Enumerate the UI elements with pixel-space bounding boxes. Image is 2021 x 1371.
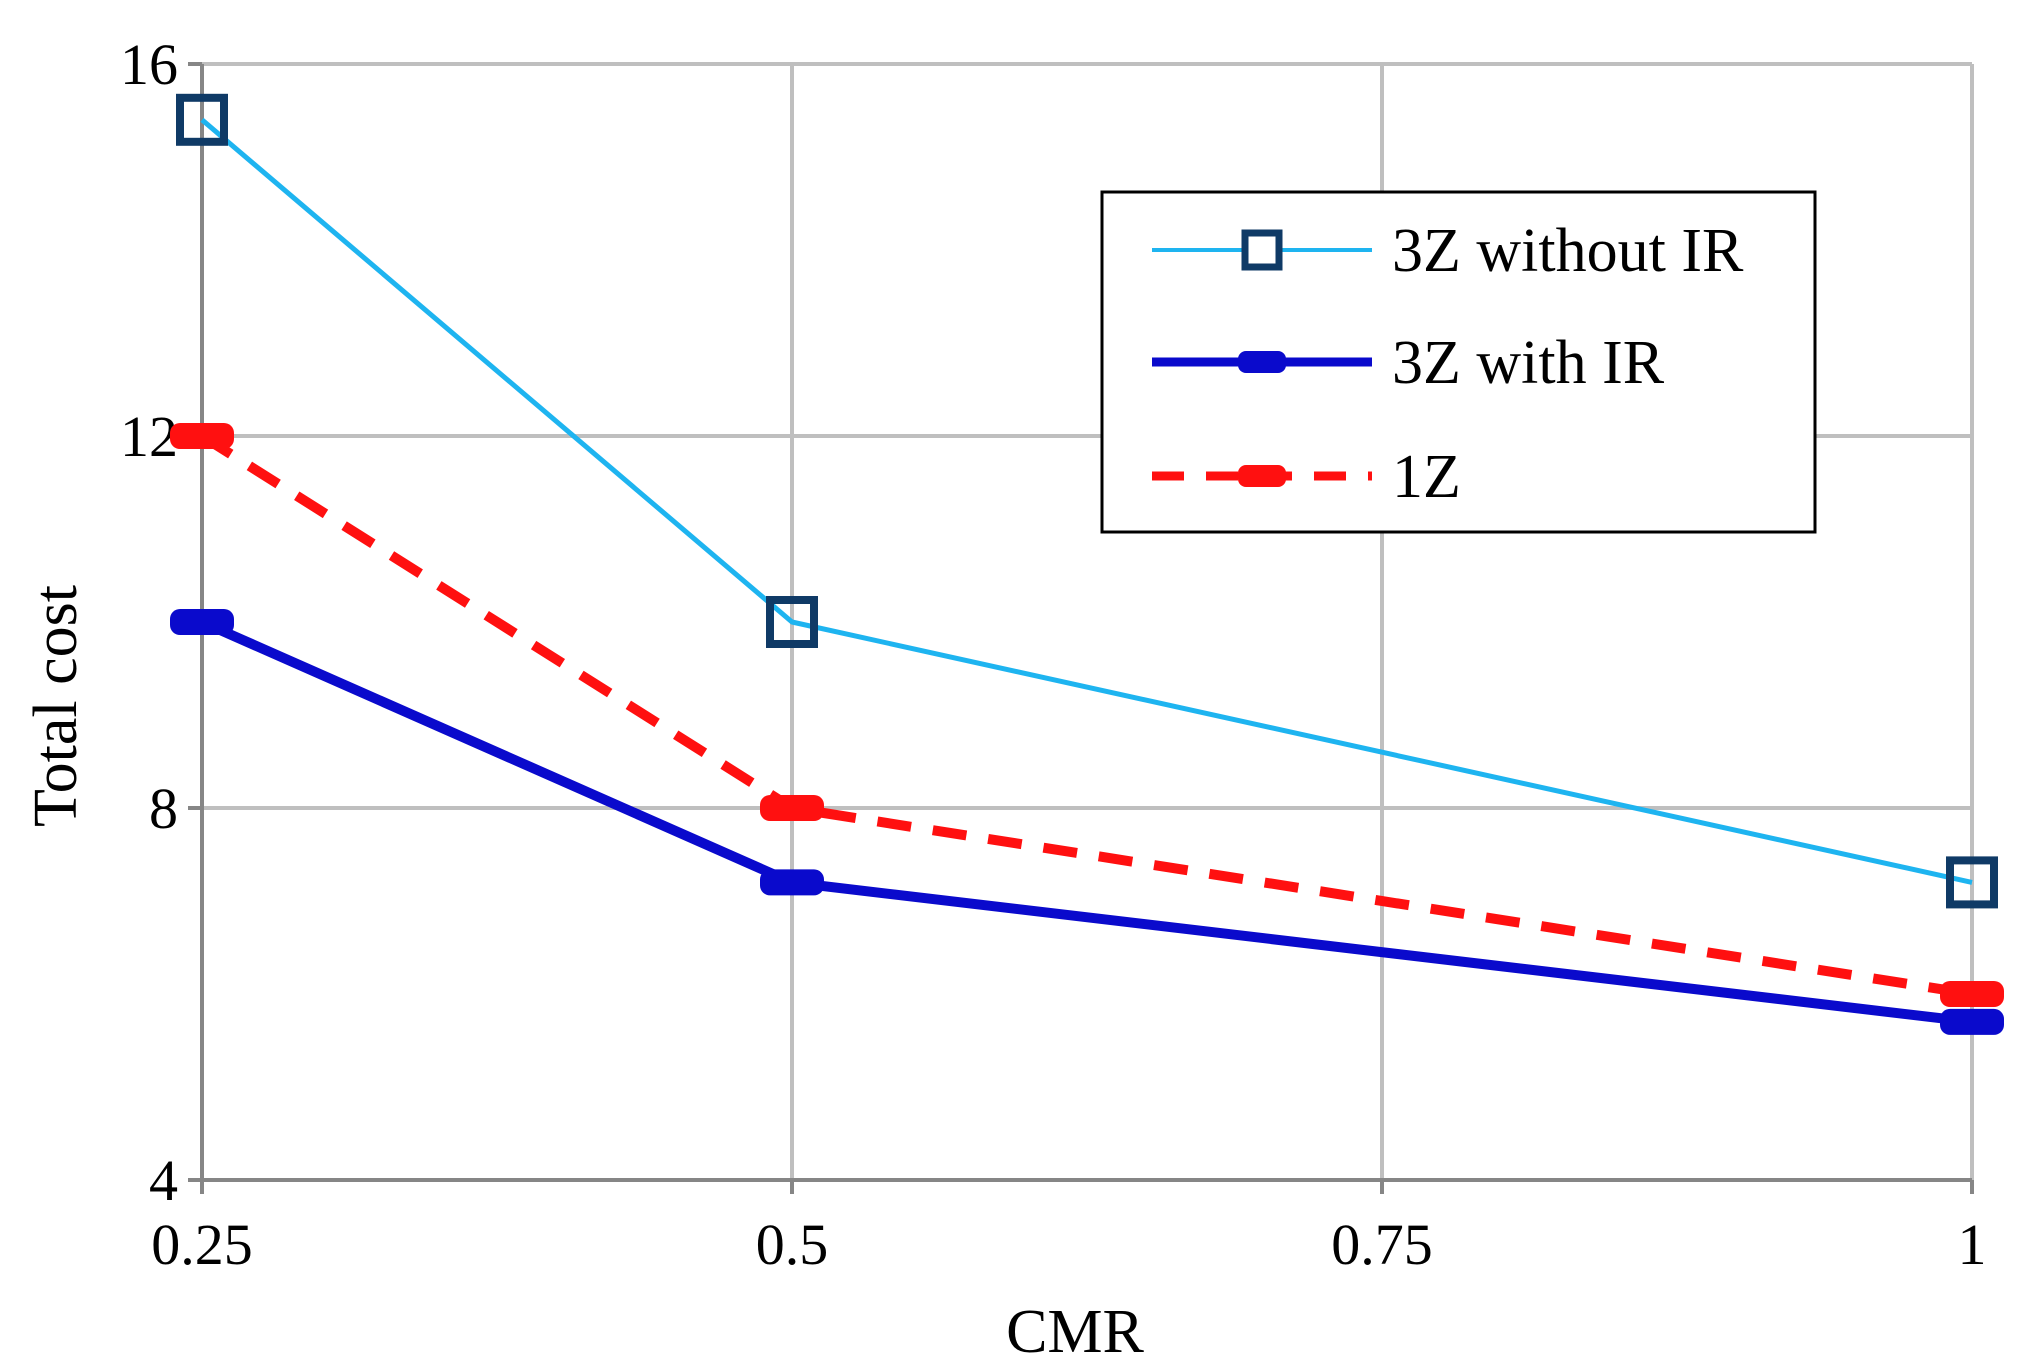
data-point-marker [1940, 1008, 2004, 1035]
series-line [200, 117, 1973, 885]
series-1z [170, 423, 2004, 1007]
y-tick-label: 12 [120, 404, 178, 469]
y-axis-title: Total cost [22, 585, 90, 827]
legend-item-1z: 1Z [1152, 443, 1461, 511]
x-tick-label: 1 [1958, 1212, 1987, 1277]
series-3z-with-ir [170, 609, 2004, 1035]
data-point-marker [766, 596, 818, 648]
series-3z-without-ir [176, 93, 1998, 909]
legend-filled-rect-marker [1238, 351, 1286, 373]
data-point-marker [170, 609, 234, 635]
legend-filled-rect-marker [1238, 465, 1286, 487]
x-tick-label: 0.5 [756, 1212, 829, 1277]
data-point-marker [760, 795, 824, 821]
data-point-marker [170, 423, 234, 449]
x-axis-title: CMR [1006, 1298, 1144, 1366]
y-tick-label: 4 [149, 1148, 178, 1213]
data-point-marker [176, 93, 228, 146]
data-point-marker [1940, 981, 2004, 1007]
legend: 3Z without IR 3Z with IR 1Z [1100, 190, 1817, 534]
legend-item-3z-without-ir: 3Z without IR [1152, 217, 1744, 285]
legend-label: 3Z without IR [1392, 217, 1744, 285]
y-tick-label: 8 [149, 776, 178, 841]
y-tick-label: 16 [120, 32, 178, 97]
legend-label: 3Z with IR [1392, 329, 1665, 397]
data-point-marker [1946, 856, 1998, 909]
x-tick-label: 0.25 [151, 1212, 253, 1277]
legend-open-square-marker [1241, 229, 1283, 271]
x-tick-label: 0.75 [1331, 1212, 1433, 1277]
data-point-marker [760, 869, 824, 896]
legend-item-3z-with-ir: 3Z with IR [1152, 329, 1665, 397]
tick-labels: 0.25 0.5 0.75 1 4 8 12 16 [120, 32, 1987, 1277]
legend-label: 1Z [1392, 443, 1461, 511]
series-layer [170, 93, 2004, 1035]
